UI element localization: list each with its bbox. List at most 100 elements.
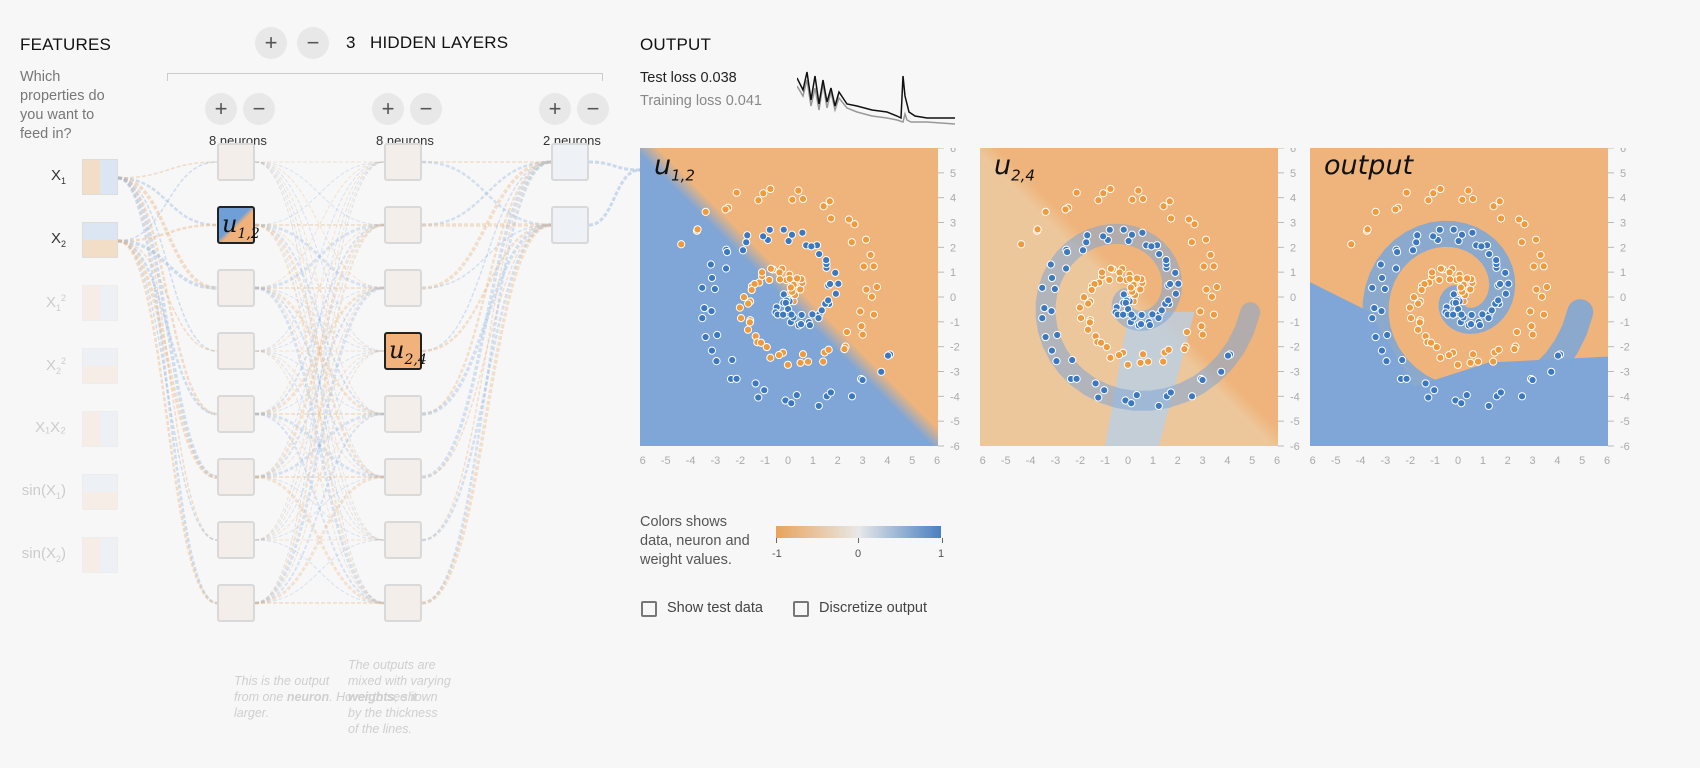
feature-node-x1[interactable]: [82, 159, 118, 195]
features-description: Which properties do you want to feed in?: [20, 69, 105, 142]
features-title: FEATURES: [20, 35, 112, 54]
svg-text:-1: -1: [760, 455, 770, 467]
svg-text:-4: -4: [1026, 455, 1036, 467]
training-loss: Training loss 0.041: [640, 93, 762, 109]
svg-text:0: 0: [950, 292, 956, 304]
neuron-2-6[interactable]: [384, 458, 422, 496]
plot-1-label: u1,2: [654, 150, 695, 185]
test-loss-value: 0.038: [700, 70, 737, 86]
neuron-2-8[interactable]: [384, 584, 422, 622]
svg-text:6: 6: [1620, 148, 1626, 155]
svg-text:3: 3: [1290, 218, 1296, 230]
svg-text:2: 2: [1620, 242, 1626, 254]
svg-text:0: 0: [1290, 292, 1296, 304]
color-legend-text: Colors shows data, neuron and weight val…: [640, 514, 750, 568]
svg-text:-2: -2: [950, 342, 960, 354]
discretize-output-checkbox[interactable]: [793, 601, 809, 617]
feature-label-x1x2: X₁X₂: [35, 419, 66, 436]
svg-text:3: 3: [950, 218, 956, 230]
neuron-2-3[interactable]: [384, 269, 422, 307]
svg-text:2: 2: [950, 242, 956, 254]
svg-text:1: 1: [1480, 455, 1486, 467]
feature-node-x2[interactable]: [82, 222, 118, 258]
svg-text:-2: -2: [1405, 455, 1415, 467]
svg-text:-2: -2: [1290, 342, 1300, 354]
feature-label-x1sq: X12: [45, 293, 66, 313]
svg-text:-3: -3: [1051, 455, 1061, 467]
neuron-2-4[interactable]: u2,4: [384, 332, 427, 370]
neuron-3-1[interactable]: [551, 143, 589, 181]
weights-annotation: The outputs are mixed with varying weigh…: [348, 658, 451, 736]
add-layer-button[interactable]: +: [255, 27, 287, 59]
svg-text:4: 4: [1620, 193, 1626, 205]
svg-text:2: 2: [1290, 242, 1296, 254]
svg-text:-4: -4: [1356, 455, 1366, 467]
svg-text:-6: -6: [950, 441, 960, 453]
svg-text:6: 6: [1290, 148, 1296, 155]
neuron-1-1[interactable]: [217, 143, 255, 181]
discretize-output-label[interactable]: Discretize output: [819, 600, 927, 616]
layer3-add-neuron-button[interactable]: +: [539, 93, 571, 125]
svg-text:4: 4: [950, 193, 956, 205]
svg-text:5: 5: [950, 168, 956, 180]
feature-node-x2sq[interactable]: [82, 348, 118, 384]
layer2-remove-neuron-button[interactable]: −: [410, 93, 442, 125]
feature-node-x1sq[interactable]: [82, 285, 118, 321]
feature-label-x2sq: X22: [45, 356, 66, 376]
neuron-1-7[interactable]: [217, 521, 255, 559]
layer2-add-neuron-button[interactable]: +: [372, 93, 404, 125]
svg-text:4: 4: [1290, 193, 1296, 205]
remove-layer-button[interactable]: −: [297, 27, 329, 59]
show-test-data-checkbox[interactable]: [641, 601, 657, 617]
neuron-1-3[interactable]: [217, 269, 255, 307]
neuron-1-6[interactable]: [217, 458, 255, 496]
plot-1: -6 -5 -4 -3 -2 -1 0 1 2 3 4 5 6 -6 -5 -4 -3 -2 -1 0 1 2 3 4 5 6: [640, 148, 960, 467]
svg-text:1: 1: [1620, 267, 1626, 279]
svg-text:-3: -3: [711, 455, 721, 467]
svg-text:-4: -4: [1620, 391, 1630, 403]
svg-text:-1: -1: [1100, 455, 1110, 467]
network-connections: [117, 160, 641, 605]
svg-text:-3: -3: [1290, 367, 1300, 379]
layer1-add-neuron-button[interactable]: +: [205, 93, 237, 125]
neuron-2-2[interactable]: [384, 206, 422, 244]
svg-text:0: 0: [1620, 292, 1626, 304]
svg-text:2: 2: [835, 455, 841, 467]
svg-text:-5: -5: [1001, 455, 1011, 467]
plot-2: -6 -5 -4 -3 -2 -1 0 1 2 3 4 5 6 -6 -5 -4 -3 -2 -1 0 1 2 3 4 5 6: [980, 148, 1300, 467]
svg-text:0: 0: [1125, 455, 1131, 467]
layer3-remove-neuron-button[interactable]: −: [577, 93, 609, 125]
neuron-3-2[interactable]: [551, 206, 589, 244]
svg-text:-4: -4: [950, 391, 960, 403]
svg-text:-5: -5: [1620, 416, 1630, 428]
svg-text:1: 1: [1290, 267, 1296, 279]
neuron-2-5[interactable]: [384, 395, 422, 433]
loss-chart: [797, 71, 955, 125]
show-test-data-label[interactable]: Show test data: [667, 600, 763, 616]
svg-text:6: 6: [950, 148, 956, 155]
svg-text:3: 3: [1530, 455, 1536, 467]
svg-text:2: 2: [1175, 455, 1181, 467]
neuron-2-7[interactable]: [384, 521, 422, 559]
feature-node-x1x2[interactable]: [82, 411, 118, 447]
svg-text:3: 3: [1620, 218, 1626, 230]
layer1-remove-neuron-button[interactable]: −: [243, 93, 275, 125]
svg-text:5: 5: [909, 455, 915, 467]
svg-text:4: 4: [1554, 455, 1560, 467]
neuron-2-1[interactable]: [384, 143, 422, 181]
feature-label-x1: X1: [50, 167, 66, 186]
svg-text:-3: -3: [950, 367, 960, 379]
feature-node-sinx2[interactable]: [82, 537, 118, 573]
neuron-1-8[interactable]: [217, 584, 255, 622]
feature-node-sinx1[interactable]: [82, 474, 118, 510]
layer-bracket: [167, 73, 603, 81]
neuron-1-5[interactable]: [217, 395, 255, 433]
svg-text:0: 0: [785, 455, 791, 467]
svg-text:5: 5: [1249, 455, 1255, 467]
neuron-1-4[interactable]: [217, 332, 255, 370]
plot-2-label: u2,4: [994, 150, 1035, 185]
test-loss: Test loss 0.038: [640, 70, 737, 86]
svg-text:1: 1: [950, 267, 956, 279]
neuron-1-2[interactable]: u1,2: [217, 206, 260, 244]
svg-text:0: 0: [1455, 455, 1461, 467]
